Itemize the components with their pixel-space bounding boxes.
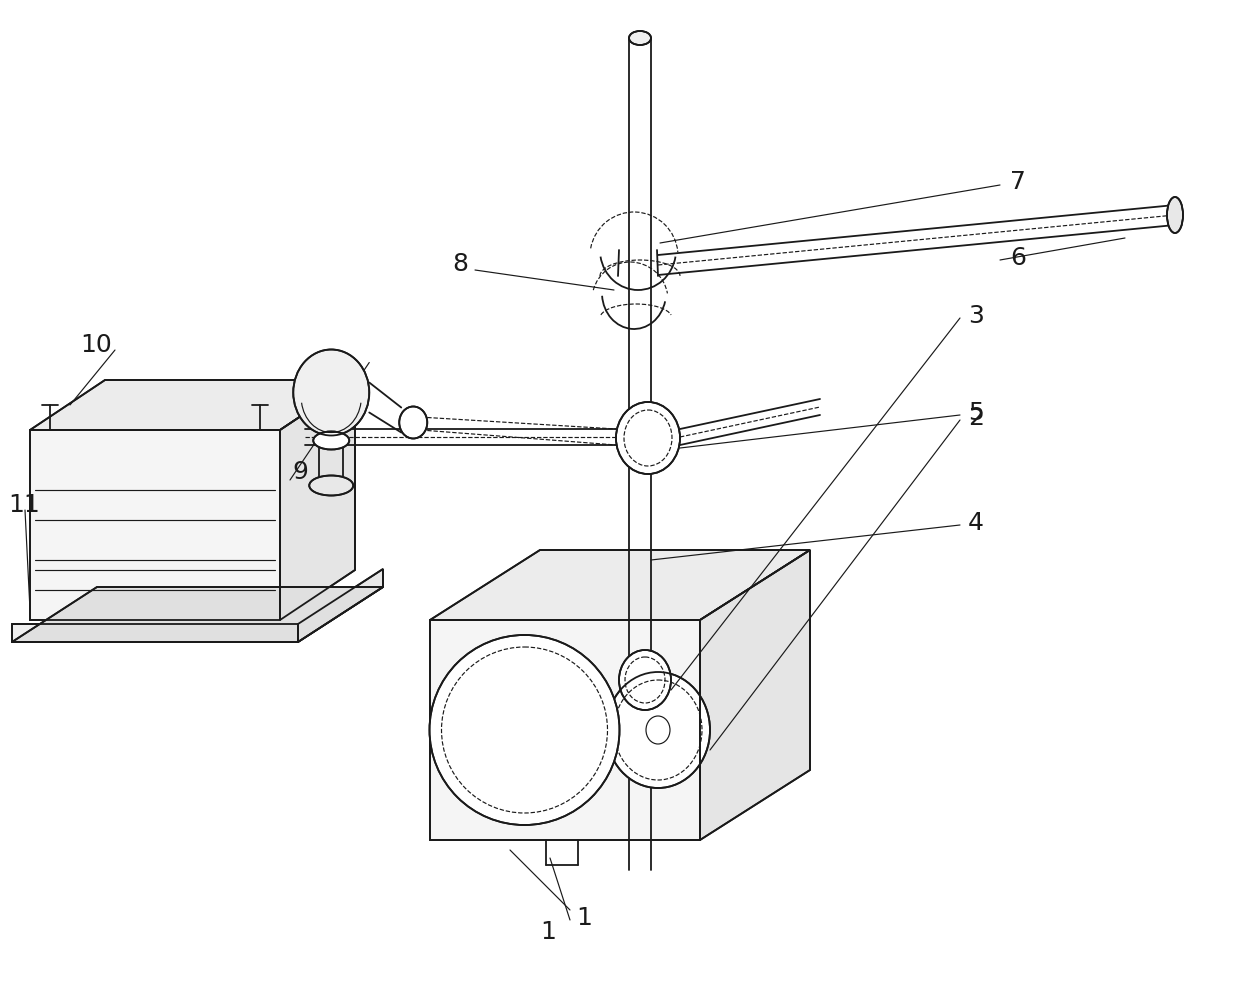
Ellipse shape: [606, 672, 711, 788]
Ellipse shape: [314, 431, 350, 449]
Polygon shape: [30, 430, 280, 620]
Text: 3: 3: [968, 304, 983, 328]
Text: 1: 1: [539, 920, 556, 944]
Polygon shape: [430, 550, 810, 620]
Ellipse shape: [616, 402, 680, 474]
Polygon shape: [701, 550, 810, 840]
Polygon shape: [12, 624, 298, 642]
Text: 8: 8: [453, 252, 467, 276]
Text: 5: 5: [968, 401, 983, 425]
Text: 6: 6: [1011, 246, 1025, 270]
Text: 1: 1: [577, 906, 591, 930]
Polygon shape: [298, 569, 383, 642]
Text: 9: 9: [291, 460, 308, 484]
Polygon shape: [430, 620, 701, 840]
Text: 11: 11: [7, 493, 40, 517]
Text: 4: 4: [968, 511, 985, 535]
Ellipse shape: [293, 350, 370, 435]
Ellipse shape: [429, 635, 620, 825]
Ellipse shape: [309, 475, 353, 495]
Text: 7: 7: [1011, 170, 1025, 194]
Polygon shape: [280, 380, 355, 620]
Polygon shape: [30, 380, 355, 430]
Text: 10: 10: [81, 333, 112, 357]
Ellipse shape: [399, 406, 428, 438]
Text: 2: 2: [968, 406, 985, 430]
Ellipse shape: [629, 31, 651, 45]
Polygon shape: [12, 587, 383, 642]
Ellipse shape: [619, 650, 671, 710]
Ellipse shape: [1167, 197, 1183, 233]
